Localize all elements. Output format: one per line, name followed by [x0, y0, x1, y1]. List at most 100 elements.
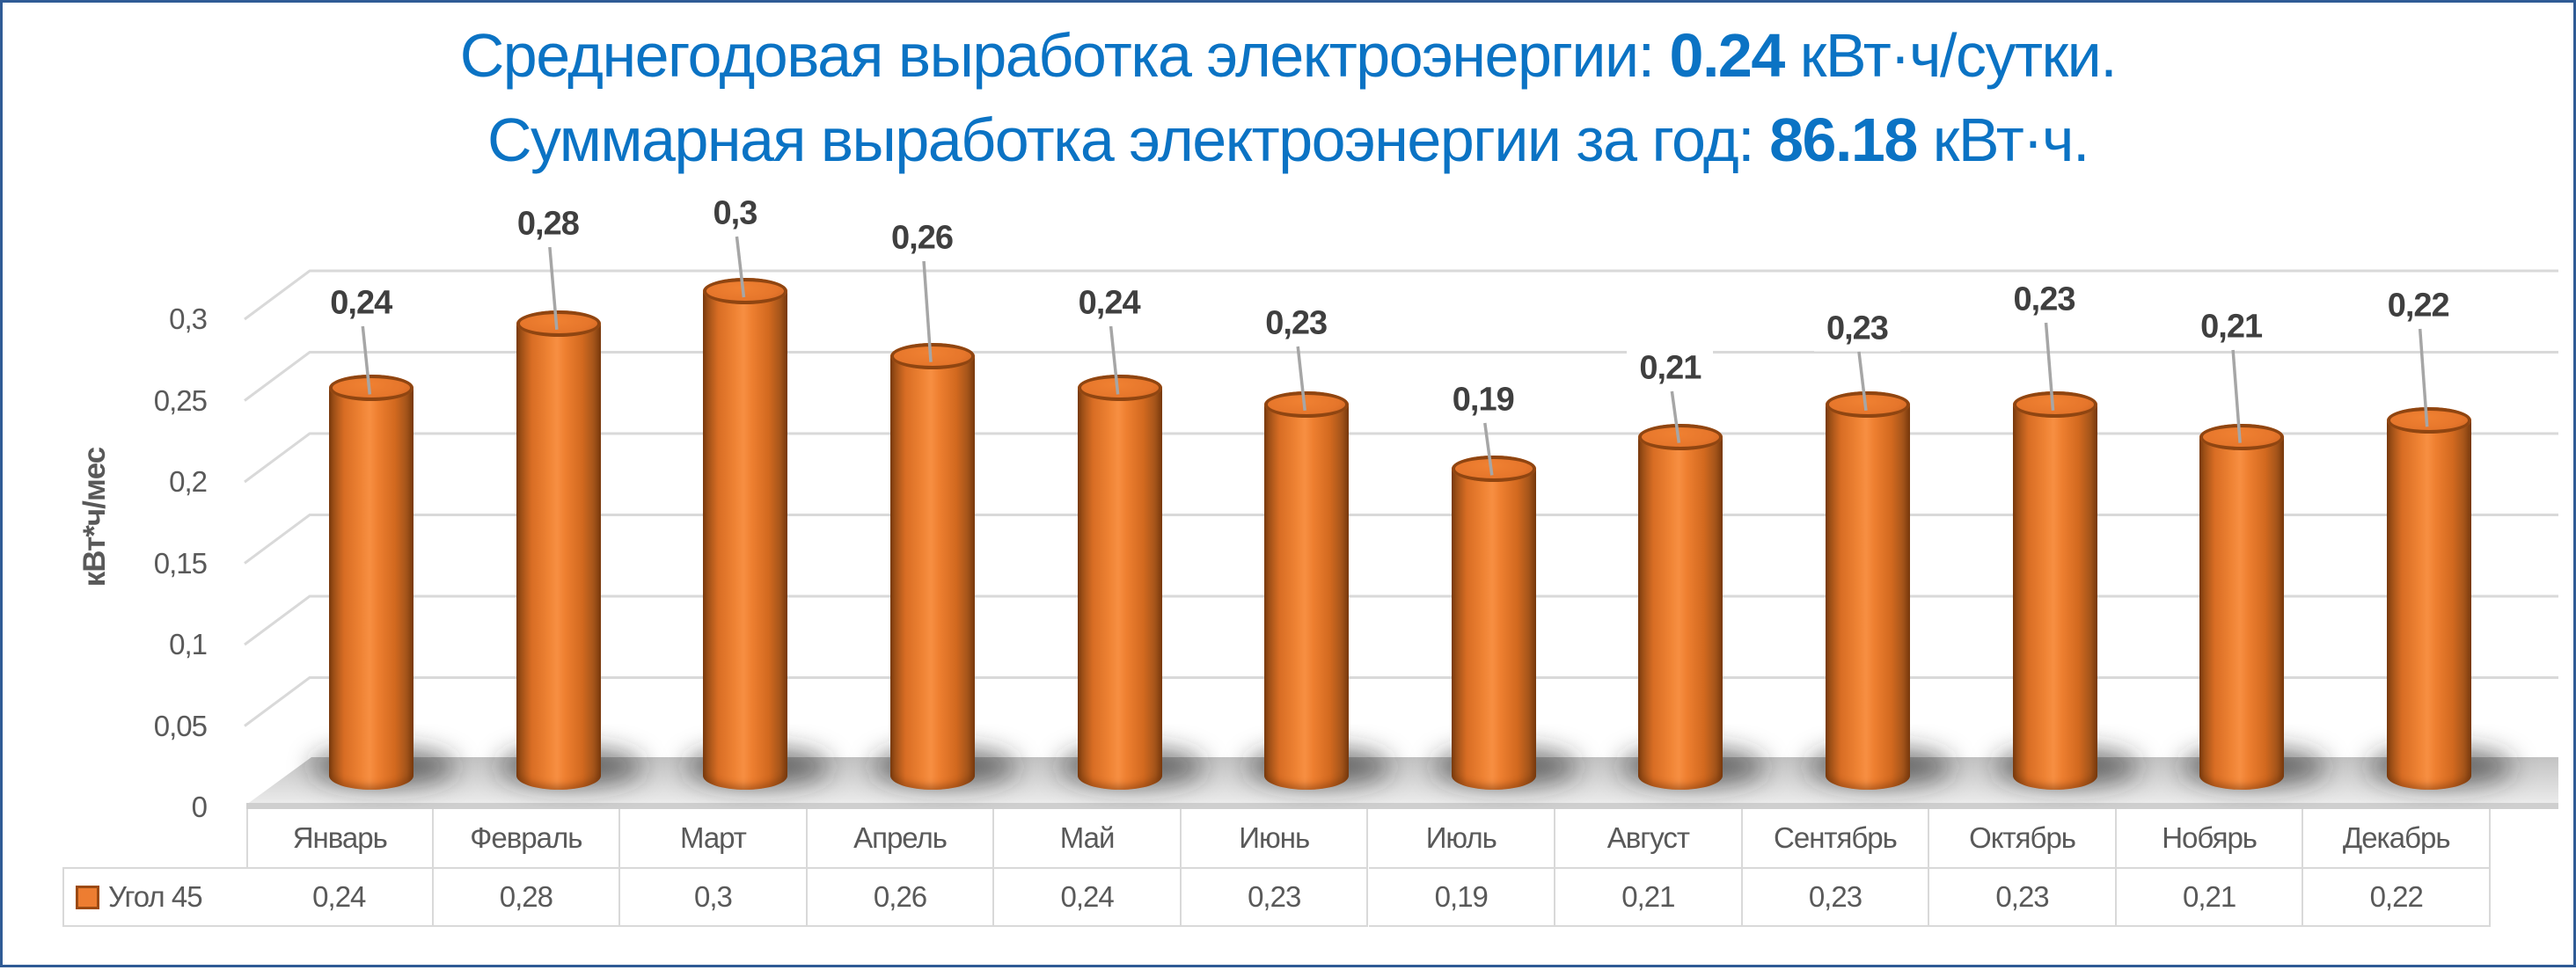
- leader-line: [1670, 390, 1681, 443]
- cylinder-bar-Апрель: [890, 342, 976, 790]
- chart-floor-front-face: [246, 803, 2558, 809]
- leader-line: [1483, 422, 1494, 476]
- month-header-Май: Май: [994, 809, 1182, 867]
- cylinder-top: [1451, 456, 1536, 483]
- month-header-Август: Август: [1555, 809, 1743, 867]
- y-tick-label: 0,1: [169, 628, 208, 660]
- cylinder-top: [2386, 407, 2471, 434]
- data-label-Декабрь: 0,22: [2375, 283, 2462, 329]
- cylinder-bar-Февраль: [516, 310, 601, 790]
- cylinder-body: [890, 355, 976, 790]
- value-cell-Март: 0,3: [620, 867, 808, 927]
- cylinder-body: [329, 388, 414, 790]
- gridline: [244, 351, 2558, 402]
- cylinder-bar-Январь: [329, 375, 414, 790]
- cylinder-top: [329, 375, 414, 402]
- leader-line: [1296, 346, 1306, 411]
- month-header-Нобярь: Нобярь: [2117, 809, 2304, 867]
- cylinder-top: [2199, 423, 2285, 450]
- cylinder-body: [2012, 404, 2097, 790]
- legend-cell: Угол 45: [62, 867, 246, 927]
- chart-title: Среднегодовая выработка электроэнергии: …: [3, 13, 2573, 182]
- value-cell-Сентябрь: 0,23: [1742, 867, 1930, 927]
- leader-line: [922, 260, 933, 362]
- cylinder-bar-Август: [1638, 423, 1723, 790]
- leader-line: [548, 246, 559, 330]
- cylinder-body: [2386, 420, 2471, 790]
- value-cell-Январь: 0,24: [246, 867, 434, 927]
- cylinder-bar-Июнь: [1264, 390, 1350, 790]
- series-name: Угол 45: [108, 880, 203, 913]
- cylinder-body: [1825, 404, 1910, 790]
- leader-line: [1857, 351, 1868, 412]
- cylinder-bar-Нобярь: [2199, 423, 2285, 790]
- value-cell-Июль: 0,19: [1368, 867, 1556, 927]
- leader-line: [1109, 325, 1120, 395]
- data-label-Октябрь: 0,23: [2001, 277, 2088, 323]
- leader-lines-layer: [361, 236, 2429, 476]
- value-cell-Май: 0,24: [994, 867, 1182, 927]
- cylinder-bar-Март: [703, 278, 788, 790]
- gridline: [244, 594, 2558, 646]
- cylinder-bar-Декабрь: [2386, 407, 2471, 790]
- yearly-total-value: 86.18: [1769, 106, 1918, 174]
- bars-layer: [3, 3, 2576, 970]
- y-tick-label: 0: [191, 791, 208, 823]
- leader-line: [735, 236, 746, 298]
- leader-line: [2044, 322, 2055, 411]
- data-label-Апрель: 0,26: [879, 215, 966, 261]
- gridline: [244, 514, 2558, 565]
- data-label-Сентябрь: 0,23: [1813, 306, 1900, 352]
- month-header-Январь: Январь: [246, 809, 434, 867]
- data-label-Август: 0,21: [1627, 346, 1714, 391]
- cylinder-body: [2199, 436, 2285, 790]
- month-header-Июль: Июль: [1369, 809, 1556, 867]
- cylinder-body: [1077, 388, 1162, 790]
- gridline: [244, 432, 2558, 484]
- month-header-Март: Март: [620, 809, 808, 867]
- month-header-Июнь: Июнь: [1182, 809, 1369, 867]
- data-label-Нобярь: 0,21: [2188, 304, 2275, 350]
- leader-line: [2231, 349, 2242, 443]
- gridline: [244, 269, 2558, 321]
- value-cell-Июнь: 0,23: [1181, 867, 1369, 927]
- gridline: [244, 676, 2558, 727]
- value-cell-Октябрь: 0,23: [1929, 867, 2117, 927]
- cylinder-top: [1264, 390, 1350, 418]
- y-axis-title: кВт*ч/мес: [77, 447, 112, 587]
- legend-swatch-icon: [76, 885, 99, 909]
- data-label-Май: 0,24: [1065, 281, 1153, 326]
- y-tick-label: 0,25: [153, 383, 208, 417]
- title-line-1: Среднегодовая выработка электроэнергии: …: [459, 21, 2118, 90]
- y-tick-label: 0,2: [169, 465, 208, 498]
- cylinder-top: [890, 342, 976, 369]
- month-header-Декабрь: Декабрь: [2303, 809, 2491, 867]
- cylinder-top: [703, 278, 788, 304]
- cylinder-body: [1638, 436, 1723, 790]
- value-cell-Февраль: 0,28: [433, 867, 621, 927]
- y-tick-label: 0,15: [153, 546, 208, 580]
- cylinder-top: [1825, 390, 1910, 418]
- cylinder-body: [1451, 469, 1536, 790]
- value-cell-Декабрь: 0,22: [2303, 867, 2491, 927]
- data-label-Июнь: 0,23: [1253, 301, 1340, 346]
- leader-line: [361, 325, 372, 395]
- data-label-Февраль: 0,28: [504, 201, 591, 247]
- month-header-Сентябрь: Сентябрь: [1743, 809, 1930, 867]
- y-tick-label: 0,05: [153, 709, 208, 742]
- value-cell-Нобярь: 0,21: [2116, 867, 2304, 927]
- value-cell-Апрель: 0,26: [807, 867, 995, 927]
- data-label-Январь: 0,24: [318, 281, 405, 326]
- title-line-2: Суммарная выработка электроэнергии за го…: [487, 106, 2089, 174]
- cylinder-body: [1264, 404, 1350, 790]
- month-header-Октябрь: Октябрь: [1929, 809, 2117, 867]
- data-label-Март: 0,3: [700, 191, 770, 237]
- leader-line: [2418, 328, 2429, 427]
- cylinder-top: [1077, 375, 1162, 402]
- cylinder-bar-Сентябрь: [1825, 390, 1910, 790]
- cylinder-bar-Май: [1077, 375, 1162, 790]
- cylinder-top: [516, 310, 601, 337]
- value-cell-Август: 0,21: [1555, 867, 1743, 927]
- cylinder-bar-Октябрь: [2012, 390, 2097, 790]
